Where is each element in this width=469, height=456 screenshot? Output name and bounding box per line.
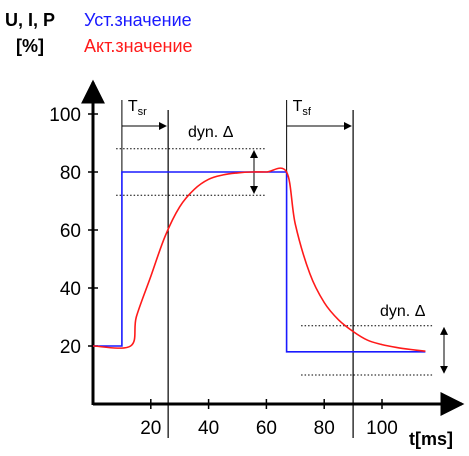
- x-axis-label: t[ms]: [409, 429, 453, 449]
- y-axis-label-line1: U, I, P: [5, 10, 55, 30]
- dyn-lower-label: dyn. Δ: [380, 303, 426, 320]
- x-tick-label: 60: [256, 418, 277, 439]
- legend-setpoint: Уст.значение: [84, 10, 192, 30]
- annotations: Tsr Tsf dyn. Δ dyn. Δ: [116, 98, 448, 438]
- series-actual-line: [92, 167, 426, 352]
- series-setpoint-line: [93, 171, 426, 353]
- dyn-upper-label: dyn. Δ: [188, 124, 234, 141]
- y-tick-label: 80: [60, 163, 81, 184]
- tsf-label: Tsf: [293, 98, 312, 118]
- x-tick-label: 80: [314, 418, 335, 439]
- tsr-label: Tsr: [128, 98, 147, 118]
- x-tick-label: 40: [198, 418, 219, 439]
- y-tick-label: 40: [60, 279, 81, 300]
- y-axis-label-line2: [%]: [16, 36, 44, 56]
- x-ticks: 20 40 60 80 100: [140, 399, 398, 439]
- x-tick-label: 20: [140, 418, 161, 439]
- y-tick-label: 100: [49, 105, 81, 126]
- y-tick-label: 60: [60, 221, 81, 242]
- legend-actual: Акт.значение: [84, 36, 193, 56]
- y-ticks: 20 40 60 80 100: [49, 105, 98, 358]
- series-group: [92, 167, 426, 353]
- x-tick-label: 100: [366, 418, 398, 439]
- y-tick-label: 20: [60, 337, 81, 358]
